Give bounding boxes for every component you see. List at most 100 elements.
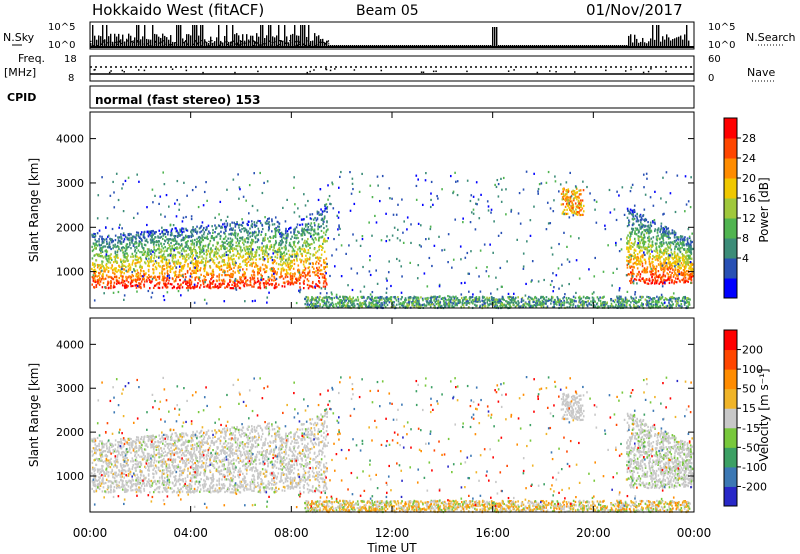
power-cell (146, 231, 149, 234)
power-cell (652, 221, 654, 224)
power-cell (313, 228, 316, 231)
power-cell (641, 231, 644, 234)
power-cell (682, 241, 685, 244)
power-cell (193, 269, 195, 272)
nsearch-dot (128, 42, 130, 44)
power-cell (158, 240, 161, 243)
power-cell (639, 275, 641, 278)
nsearch-dot (297, 40, 300, 42)
power-cell (191, 241, 194, 244)
power-cell (635, 257, 638, 260)
power-cell (633, 256, 636, 259)
power-cell (220, 245, 223, 248)
power-cell (243, 271, 246, 274)
power-cell (184, 260, 186, 264)
power-cell (316, 266, 318, 270)
power-cell (479, 300, 481, 303)
power-cell (631, 245, 634, 248)
power-cell (262, 239, 264, 242)
power-cell (656, 280, 658, 283)
freq-dot (309, 70, 311, 73)
power-cell (234, 229, 236, 232)
power-cell (628, 240, 630, 243)
power-cell (668, 262, 671, 265)
power-cell (627, 240, 629, 243)
power-cell (634, 214, 637, 217)
power-cell (266, 266, 268, 269)
power-cell (253, 255, 255, 259)
power-cell (179, 228, 181, 231)
power-cell (532, 298, 535, 301)
power-cell (175, 247, 178, 250)
nsearch-dot (114, 41, 116, 44)
power-cell (320, 256, 322, 260)
power-cell (159, 232, 161, 236)
power-cell (571, 204, 574, 207)
power-cell (680, 299, 683, 302)
power-cell (136, 276, 139, 279)
power-cell (651, 257, 654, 261)
power-cell (122, 260, 125, 264)
power-cell (564, 198, 566, 202)
power-cell (648, 245, 651, 249)
power-cell (347, 306, 349, 309)
power-cell (238, 223, 241, 226)
power-cell (317, 239, 320, 242)
power-cell (125, 255, 128, 259)
power-cell (177, 231, 179, 234)
power-cell (188, 278, 191, 281)
nsky-bar (198, 35, 200, 47)
power-cell (247, 234, 249, 237)
power-cell (271, 220, 273, 223)
nsearch-dot (111, 43, 114, 46)
power-cell (179, 274, 182, 277)
power-cell (276, 256, 279, 259)
power-cell (232, 287, 235, 290)
power-cell (179, 234, 181, 237)
power-cell (575, 208, 577, 211)
power-cell (643, 224, 646, 227)
power-cell (189, 287, 192, 290)
power-cell (224, 227, 227, 231)
power-cell (302, 269, 305, 272)
power-cell (306, 272, 309, 275)
power-cell (185, 280, 187, 283)
power-cell (122, 254, 125, 257)
power-cell (151, 241, 154, 244)
power-cell (102, 238, 104, 241)
power-cell (238, 257, 240, 260)
power-heatmap (91, 170, 694, 310)
power-cell (291, 261, 293, 264)
power-cell (165, 283, 168, 286)
power-cell (279, 257, 281, 260)
power-cell (688, 277, 691, 280)
power-cell (139, 256, 142, 259)
power-cell (113, 281, 116, 284)
power-cell (150, 275, 153, 278)
power-cell (365, 299, 367, 302)
power-cell (303, 218, 305, 221)
power-cell (684, 260, 687, 264)
nsky-bar (214, 41, 216, 47)
power-cell (632, 212, 634, 215)
power-cell (684, 271, 687, 274)
power-cell (320, 299, 323, 302)
power-cell (305, 240, 308, 243)
power-cell (230, 232, 232, 235)
power-cell (249, 231, 252, 234)
power-cell (288, 268, 290, 271)
power-cell (633, 242, 636, 245)
power-cell (205, 254, 208, 257)
power-cell (111, 241, 113, 244)
power-cell (573, 210, 576, 213)
power-cell (141, 246, 144, 249)
power-cell (195, 263, 197, 266)
power-cell (117, 269, 120, 272)
power-cell (236, 234, 239, 237)
power-cell (670, 264, 673, 267)
power-cell (294, 227, 296, 230)
power-cell (259, 287, 262, 290)
power-cell (676, 252, 679, 255)
power-cell (121, 284, 124, 287)
power-cell (242, 227, 245, 230)
